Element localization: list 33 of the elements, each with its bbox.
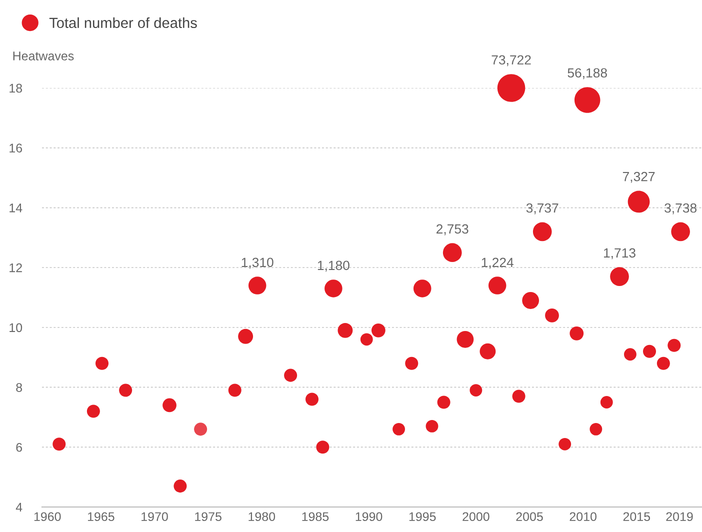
x-tick-label: 1975 [195, 512, 222, 522]
annotation: 1,224 [482, 258, 514, 269]
annotation: 3,737 [526, 203, 558, 214]
annotation: 3,738 [664, 203, 697, 214]
annotation: 56,188 [568, 68, 607, 80]
x-tick-label: 1970 [142, 512, 168, 522]
x-tick-label: 2019 [666, 512, 693, 522]
y-tick-label: 6 [16, 442, 22, 452]
y-tick-label: 14 [10, 204, 22, 212]
x-tick-label: 1990 [356, 512, 382, 522]
annotation: 73,722 [492, 55, 531, 66]
x-tick-label: 2005 [516, 512, 543, 522]
x-tick-label: 2015 [623, 512, 650, 522]
x-tick-label: 1960 [34, 512, 61, 522]
y-tick-label: 18 [10, 84, 22, 93]
y-tick-label: 8 [16, 383, 22, 392]
x-tick-label: 1980 [248, 512, 276, 522]
y-axis-title: Heatwaves [13, 52, 74, 60]
y-tick-label: 4 [16, 502, 22, 512]
y-tick-label: 16 [10, 144, 22, 153]
y-tick-label: 12 [10, 263, 22, 272]
annotation: 1,713 [604, 248, 636, 260]
x-tick-label: 1985 [302, 512, 329, 522]
annotation: 1,310 [242, 258, 274, 269]
annotation: 2,753 [436, 224, 468, 236]
x-tick-label: 2000 [462, 512, 490, 522]
legend-label: Total number of deaths [49, 17, 197, 28]
annotation: 1,180 [318, 260, 350, 272]
x-tick-label: 1965 [88, 512, 114, 522]
x-tick-label: 2010 [570, 512, 596, 522]
annotation: 7,327 [622, 172, 655, 183]
x-tick-label: 1995 [409, 512, 436, 522]
y-tick-label: 10 [10, 323, 22, 332]
